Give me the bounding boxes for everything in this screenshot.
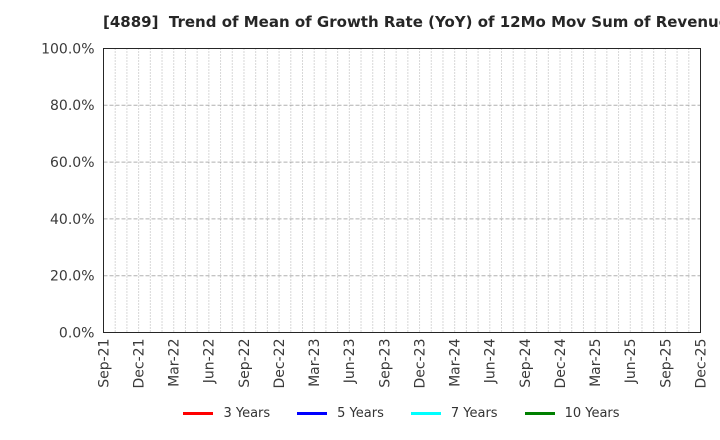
x-tick-label: Sep-21 bbox=[96, 339, 112, 388]
y-tick-label: 0.0% bbox=[59, 325, 95, 341]
legend-line-swatch-blue bbox=[297, 411, 328, 415]
x-tick-label: Jun-25 bbox=[623, 339, 639, 385]
x-tick-label: Dec-22 bbox=[272, 339, 288, 389]
x-tick-label: Mar-23 bbox=[307, 339, 323, 387]
y-tick-label: 60.0% bbox=[50, 155, 94, 171]
legend-item-10-years: 10 Years bbox=[524, 405, 620, 421]
x-tick-label: Mar-25 bbox=[588, 339, 604, 387]
legend-item-5-years: 5 Years bbox=[297, 407, 384, 420]
chart-legend: 3 Years 5 Years 7 Years 10 Years bbox=[103, 399, 700, 427]
legend-label-3-years: 3 Years bbox=[223, 405, 271, 421]
x-tick-label: Jun-22 bbox=[202, 339, 218, 385]
x-tick-label: Dec-24 bbox=[553, 338, 569, 388]
legend-line-swatch-cyan bbox=[410, 411, 441, 415]
x-tick-label: Sep-22 bbox=[237, 339, 253, 388]
legend-item-7-years: 7 Years bbox=[410, 405, 498, 421]
y-axis-tick-labels: 0.0% 20.0% 40.0% 60.0% 80.0% 100.0% bbox=[41, 41, 94, 341]
x-tick-label: Mar-22 bbox=[167, 339, 183, 387]
legend-label-5-years: 5 Years bbox=[337, 405, 384, 421]
legend-line-swatch-green bbox=[524, 411, 555, 415]
legend-label-7-years: 7 Years bbox=[450, 405, 498, 421]
y-tick-label: 40.0% bbox=[50, 212, 94, 228]
legend-label-10-years: 10 Years bbox=[564, 405, 620, 421]
x-tick-label: Dec-23 bbox=[412, 339, 428, 389]
x-tick-label: Jun-24 bbox=[483, 338, 499, 384]
x-axis-tick-labels: Sep-21 Dec-21 Mar-22 Jun-22 Sep-22 Dec-22 Mar-… bbox=[96, 338, 709, 388]
x-tick-label: Mar-24 bbox=[448, 338, 464, 386]
x-tick-label: Sep-24 bbox=[518, 338, 534, 387]
y-tick-label: 100.0% bbox=[41, 41, 94, 57]
chart-title: [4889] Trend of Mean of Growth Rate (YoY… bbox=[103, 13, 720, 31]
gridlines bbox=[103, 48, 701, 333]
x-tick-label: Sep-23 bbox=[377, 339, 393, 388]
legend-line-swatch-red bbox=[183, 411, 214, 415]
x-tick-label: Jun-23 bbox=[342, 339, 358, 385]
legend-item-3-years: 3 Years bbox=[183, 407, 270, 420]
y-tick-label: 80.0% bbox=[50, 98, 94, 114]
x-tick-label: Dec-21 bbox=[132, 339, 148, 389]
x-tick-label: Sep-25 bbox=[658, 339, 674, 388]
x-tick-label: Dec-25 bbox=[693, 339, 709, 389]
plot-border bbox=[103, 48, 701, 333]
chart-plot-area: 0.0% 20.0% 40.0% 60.0% 80.0% 100.0% Sep-21 Dec-… bbox=[41, 41, 709, 388]
y-tick-label: 20.0% bbox=[50, 269, 94, 285]
